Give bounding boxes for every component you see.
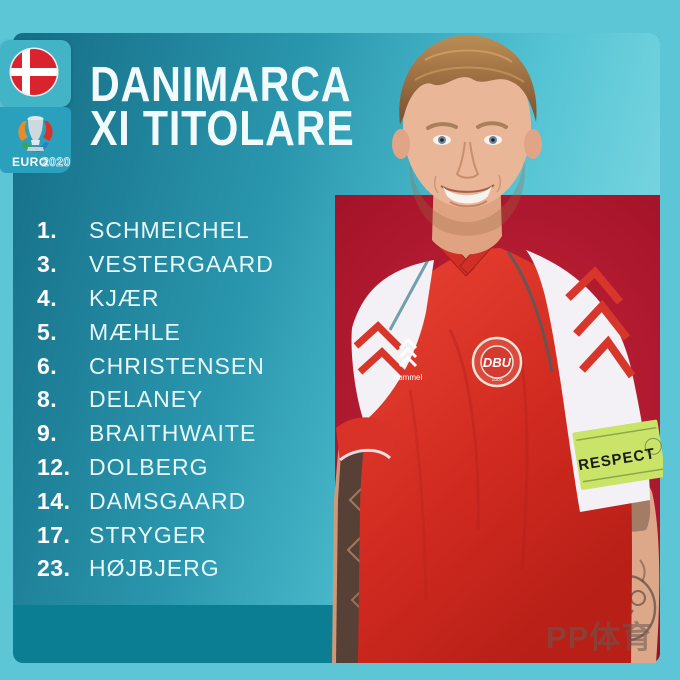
player-number: 12. <box>37 453 71 480</box>
list-item: 23. HØJBJERG <box>37 552 274 586</box>
player-name: DAMSGAARD <box>89 487 247 514</box>
player-number: 8. <box>37 386 58 413</box>
euro-year-text: 2020 <box>42 155 71 169</box>
squad-list: 1. SCHMEICHEL 3. VESTERGAARD 4. KJÆR 5. … <box>37 214 274 586</box>
player-name: DOLBERG <box>89 453 209 480</box>
player-number: 3. <box>37 251 58 278</box>
player-name: CHRISTENSEN <box>89 352 265 379</box>
list-item: 12. DOLBERG <box>37 451 274 485</box>
list-item: 6. CHRISTENSEN <box>37 349 274 383</box>
player-number: 17. <box>37 521 71 548</box>
player-number: 9. <box>37 420 58 447</box>
list-item: 5. MÆHLE <box>37 315 274 349</box>
player-name: HØJBJERG <box>89 555 220 582</box>
player-name: BRAITHWAITE <box>89 420 257 447</box>
title-line-2: XI TITOLARE <box>90 102 355 156</box>
title-line-1: DANIMARCA <box>90 58 352 112</box>
watermark: PP体育 <box>546 620 654 655</box>
player-number: 5. <box>37 318 58 345</box>
euro2020-logo: EURO 2020 <box>12 116 71 169</box>
hummel-logo: hummel <box>394 337 423 382</box>
list-item: 14. DAMSGAARD <box>37 484 274 518</box>
hummel-text: hummel <box>394 373 423 382</box>
list-item: 3. VESTERGAARD <box>37 248 274 282</box>
player-number: 1. <box>37 217 58 244</box>
dbu-crest: DANSK BOLDSPIL-UNION DBU 1889 <box>330 30 523 388</box>
player-name: KJÆR <box>89 284 160 311</box>
euro-text: EURO <box>12 155 49 169</box>
flag-tile <box>0 40 71 107</box>
player-name: DELANEY <box>89 386 204 413</box>
danish-flag-icon <box>9 47 59 97</box>
player-head <box>392 35 542 236</box>
player-number: 23. <box>37 555 71 582</box>
crest-year-text: 1889 <box>491 377 502 383</box>
captain-armband: RESPECT <box>572 419 663 490</box>
list-item: 8. DELANEY <box>37 383 274 417</box>
player-number: 4. <box>37 284 58 311</box>
euro-trophy-icon <box>18 116 53 152</box>
player-photo: RESPECT hummel DANSK BOLDSPIL-UNION DBU … <box>330 30 663 663</box>
player-number: 14. <box>37 487 71 514</box>
player-name: MÆHLE <box>89 318 181 345</box>
player-name: SCHMEICHEL <box>89 217 250 244</box>
player-name: STRYGER <box>89 521 207 548</box>
player-name: VESTERGAARD <box>89 251 274 278</box>
list-item: 17. STRYGER <box>37 518 274 552</box>
list-item: 4. KJÆR <box>37 282 274 316</box>
player-number: 6. <box>37 352 58 379</box>
list-item: 9. BRAITHWAITE <box>37 417 274 451</box>
left-sleeve <box>336 259 434 462</box>
list-item: 1. SCHMEICHEL <box>37 214 274 248</box>
crest-ring-text: DANSK BOLDSPIL-UNION <box>330 30 411 32</box>
euro-tile: EURO 2020 <box>0 107 71 173</box>
crest-dbu-text: DBU <box>483 355 512 370</box>
